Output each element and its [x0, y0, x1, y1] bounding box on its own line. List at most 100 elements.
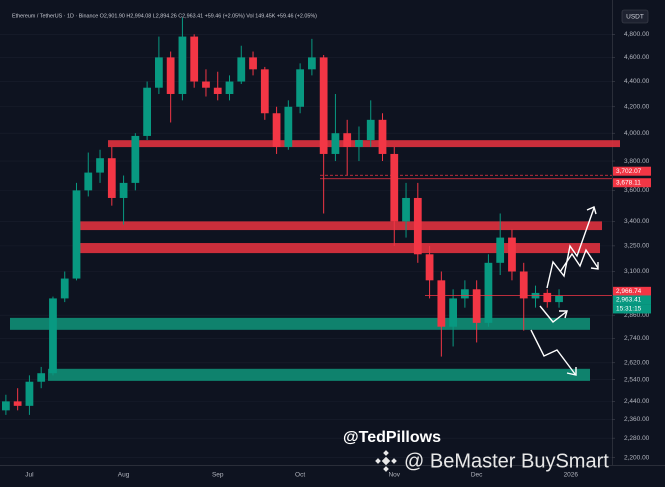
x-tick-label: 2026	[564, 472, 579, 479]
plot	[0, 17, 620, 458]
price-tag-label: 2,963.41	[616, 297, 642, 304]
y-tick-label: 2,620.00	[624, 359, 650, 366]
candle-body	[202, 81, 210, 88]
candle-body	[178, 36, 187, 94]
candle-body	[213, 87, 222, 94]
candle-body	[119, 182, 128, 198]
y-tick-label: 3,250.00	[624, 243, 650, 250]
watermark: @ BeMaster BuySmart	[404, 450, 609, 472]
candle-body	[508, 237, 516, 272]
x-tick-label: Dec	[471, 472, 483, 479]
x-tick-label: Aug	[118, 472, 130, 479]
candle-body	[472, 289, 481, 323]
y-tick-label: 3,400.00	[624, 218, 650, 225]
candle-body	[13, 401, 22, 406]
candle-body	[84, 172, 93, 191]
zone	[48, 368, 590, 381]
arrow-path	[559, 248, 599, 273]
arrow-path	[539, 305, 567, 323]
price-tag	[613, 286, 651, 296]
candle-body	[425, 254, 434, 281]
candle-body	[308, 57, 316, 70]
candle-body	[331, 133, 340, 154]
candle-body	[272, 113, 281, 147]
candle-body	[378, 119, 387, 154]
candle-body	[449, 298, 457, 327]
candle-body	[237, 57, 246, 82]
candle-body	[225, 81, 234, 94]
y-tick-label: 4,400.00	[624, 78, 650, 85]
y-tick-label: 4,000.00	[624, 130, 650, 137]
candle-body	[2, 401, 10, 411]
y-tick-label: 3,600.00	[624, 187, 650, 194]
candle-body	[519, 271, 528, 299]
price-tag-label: 3,702.07	[616, 168, 642, 175]
price-tag	[613, 295, 651, 305]
candle-body	[60, 278, 69, 299]
candle-body	[296, 69, 304, 107]
candle-body	[402, 197, 410, 222]
candle-body	[390, 153, 399, 222]
candle-body	[343, 133, 352, 147]
arrows	[530, 206, 599, 376]
y-tick-label: 2,200.00	[624, 454, 650, 461]
candle-body	[461, 289, 469, 299]
candle-body	[484, 262, 493, 323]
logo-part	[381, 456, 391, 466]
candle-body	[190, 36, 199, 82]
zone	[10, 317, 590, 330]
price-tag	[613, 178, 651, 188]
countdown-box	[613, 304, 651, 314]
candle-body	[249, 57, 257, 70]
arrow-head	[566, 367, 577, 376]
y-tick-label: 2,440.00	[624, 398, 650, 405]
candle-body	[143, 87, 151, 136]
candle-body	[25, 381, 34, 406]
y-tick-label: 4,800.00	[624, 31, 650, 38]
axis-border	[612, 0, 613, 465]
y-tick-label: 3,800.00	[624, 158, 650, 165]
candle-body	[131, 135, 140, 183]
candle-body	[355, 140, 363, 147]
y-tick-label: 2,280.00	[624, 435, 650, 442]
chart-header: Ethereum / TetherUS · 1D · Binance O2,90…	[12, 13, 317, 19]
candle-body	[155, 57, 163, 88]
y-tick-label: 2,540.00	[624, 376, 650, 383]
x-tick-label: Sep	[212, 472, 224, 479]
arrow-head	[590, 262, 599, 270]
x-tick-label: Jul	[25, 472, 34, 479]
y-tick-label: 4,200.00	[624, 103, 650, 110]
arrow-head	[559, 310, 568, 319]
y-tick-label: 3,100.00	[624, 268, 650, 275]
zone	[108, 140, 620, 148]
candle-body	[49, 298, 57, 374]
x-tick-label: Nov	[388, 472, 400, 479]
candle-body	[413, 197, 422, 255]
price-tag	[613, 166, 651, 176]
candle-body	[319, 57, 328, 154]
arrow-head	[586, 206, 597, 215]
zone	[75, 243, 600, 254]
watermark: @TedPillows	[343, 429, 441, 446]
candle-body	[260, 69, 269, 114]
currency: USDT	[626, 14, 644, 21]
candle-body	[555, 295, 563, 303]
candle-body	[166, 57, 175, 94]
candle-body	[543, 292, 552, 303]
candle-body	[107, 158, 116, 198]
candle-body	[496, 237, 505, 263]
price-tag-label: 2,966.74	[616, 288, 642, 295]
candle-body	[72, 190, 81, 279]
currency-box	[621, 9, 649, 24]
candle-body	[437, 280, 446, 327]
y-tick-label: 2,740.00	[624, 335, 650, 342]
candle-body	[284, 106, 293, 147]
candle-body	[366, 119, 375, 141]
countdown: 15:31:15	[616, 306, 642, 313]
candle-body	[96, 158, 104, 173]
y-tick-label: 2,360.00	[624, 416, 650, 423]
price-tag-label: 3,678.11	[616, 179, 641, 186]
y-tick-label: 2,860.00	[624, 312, 650, 319]
